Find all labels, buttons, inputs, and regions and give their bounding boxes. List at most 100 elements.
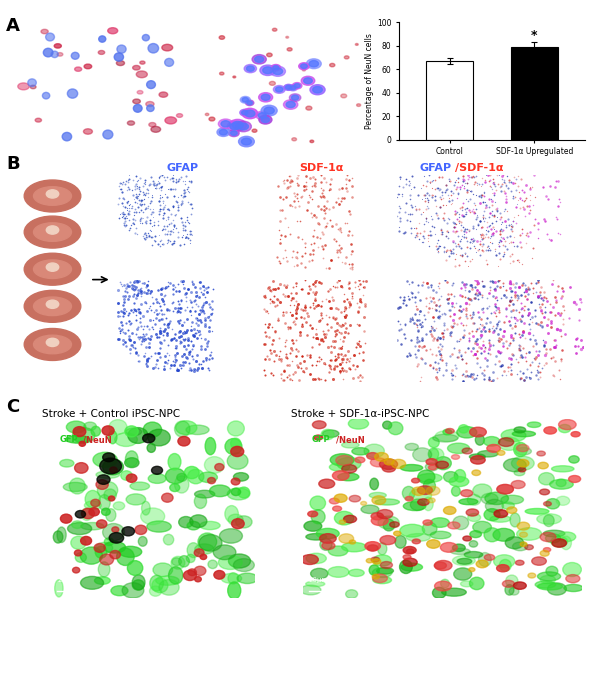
Point bbox=[441, 180, 451, 191]
Point bbox=[133, 180, 142, 191]
Point bbox=[501, 190, 511, 201]
Ellipse shape bbox=[289, 85, 298, 91]
Point bbox=[531, 352, 541, 363]
Point bbox=[462, 250, 472, 261]
Point bbox=[494, 336, 503, 347]
Ellipse shape bbox=[566, 575, 580, 583]
Point bbox=[420, 195, 430, 206]
Point bbox=[316, 170, 326, 181]
Point bbox=[492, 203, 502, 214]
Point bbox=[350, 363, 359, 375]
Point bbox=[139, 310, 148, 322]
Point bbox=[475, 287, 484, 298]
Point bbox=[337, 281, 347, 292]
Point bbox=[311, 286, 321, 297]
Point bbox=[535, 289, 545, 300]
Point bbox=[571, 334, 580, 345]
Ellipse shape bbox=[311, 568, 328, 579]
Point bbox=[130, 274, 139, 285]
Point bbox=[185, 305, 194, 317]
Point bbox=[415, 305, 424, 317]
Point bbox=[333, 251, 343, 262]
Point bbox=[173, 226, 182, 238]
Point bbox=[431, 207, 440, 218]
Point bbox=[515, 192, 525, 203]
Point bbox=[158, 203, 167, 215]
Point bbox=[488, 227, 498, 238]
Point bbox=[528, 243, 538, 254]
Point bbox=[200, 282, 209, 293]
Point bbox=[556, 229, 565, 240]
Point bbox=[165, 236, 175, 247]
Point bbox=[523, 230, 532, 241]
Point bbox=[154, 182, 164, 194]
Ellipse shape bbox=[252, 55, 266, 64]
Point bbox=[164, 349, 174, 360]
Point bbox=[133, 191, 142, 202]
Point bbox=[157, 224, 167, 236]
Ellipse shape bbox=[241, 138, 251, 145]
Point bbox=[140, 177, 149, 188]
Ellipse shape bbox=[103, 459, 124, 475]
Point bbox=[288, 338, 298, 349]
Point bbox=[130, 304, 140, 315]
Point bbox=[287, 334, 297, 345]
Point bbox=[511, 217, 521, 228]
Point bbox=[434, 312, 443, 323]
Point bbox=[143, 192, 153, 203]
Ellipse shape bbox=[484, 554, 494, 561]
Point bbox=[147, 240, 157, 251]
Point bbox=[118, 299, 128, 310]
Point bbox=[401, 174, 411, 185]
Point bbox=[280, 279, 289, 290]
Point bbox=[345, 262, 355, 273]
Point bbox=[441, 245, 451, 257]
Ellipse shape bbox=[434, 562, 446, 569]
Ellipse shape bbox=[82, 508, 92, 521]
Point bbox=[167, 208, 176, 219]
Point bbox=[496, 346, 506, 357]
Ellipse shape bbox=[405, 496, 413, 501]
Point bbox=[358, 282, 368, 293]
Point bbox=[119, 307, 128, 318]
Point bbox=[476, 222, 486, 233]
Point bbox=[176, 275, 186, 287]
Point bbox=[439, 308, 449, 319]
Point bbox=[168, 201, 178, 212]
Point bbox=[423, 229, 433, 240]
Point bbox=[259, 365, 269, 376]
Point bbox=[172, 363, 182, 374]
Point bbox=[455, 184, 465, 195]
Point bbox=[355, 279, 365, 290]
Point bbox=[504, 352, 514, 363]
Point bbox=[179, 317, 188, 328]
Point bbox=[124, 324, 133, 336]
Point bbox=[497, 359, 507, 370]
Ellipse shape bbox=[34, 297, 71, 316]
Point bbox=[419, 340, 429, 352]
Point bbox=[272, 293, 282, 304]
Point bbox=[199, 284, 208, 296]
Point bbox=[506, 285, 516, 296]
Point bbox=[281, 317, 290, 329]
Point bbox=[550, 341, 560, 352]
Point bbox=[129, 304, 139, 315]
Point bbox=[178, 275, 188, 287]
Point bbox=[491, 301, 501, 312]
Ellipse shape bbox=[434, 561, 452, 570]
Point bbox=[484, 231, 493, 243]
Point bbox=[139, 320, 148, 331]
Point bbox=[179, 341, 188, 352]
Point bbox=[169, 235, 179, 246]
Point bbox=[152, 179, 162, 190]
Point bbox=[167, 334, 177, 345]
Point bbox=[430, 356, 440, 368]
Point bbox=[495, 224, 505, 235]
Point bbox=[526, 277, 535, 288]
Point bbox=[472, 284, 482, 296]
Point bbox=[518, 201, 527, 212]
Point bbox=[432, 237, 442, 248]
Ellipse shape bbox=[190, 515, 207, 528]
Point bbox=[117, 211, 127, 222]
Point bbox=[523, 227, 532, 238]
